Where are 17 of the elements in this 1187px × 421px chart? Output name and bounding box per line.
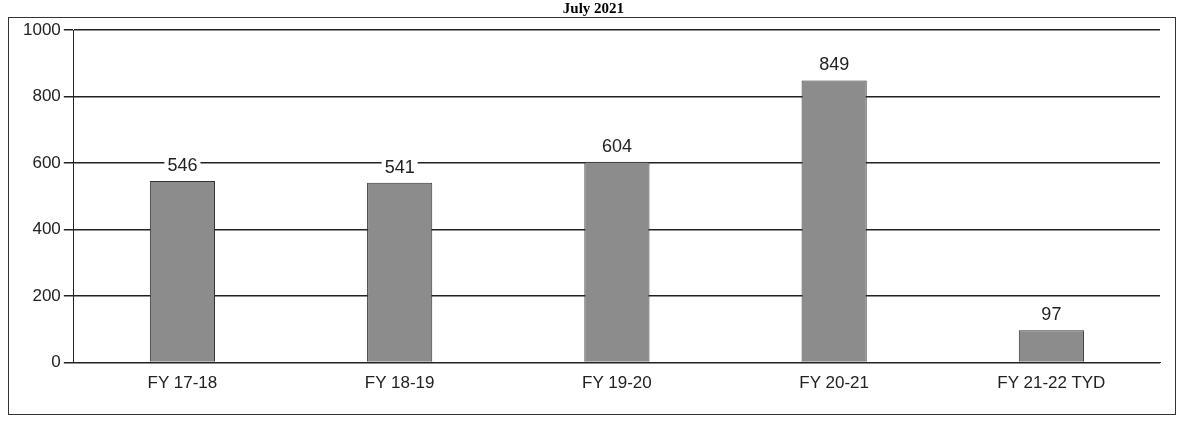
- data-label: 546: [167, 155, 198, 176]
- y-tick-label: 200: [32, 285, 61, 305]
- y-tick-label: 400: [32, 219, 61, 239]
- x-tick-label: FY 21-22 TYD: [997, 373, 1106, 393]
- data-label: 541: [384, 156, 415, 177]
- y-tick-label: 800: [32, 86, 61, 106]
- x-tick-label: FY 17-18: [147, 373, 218, 393]
- data-label: 849: [819, 54, 850, 75]
- y-tick-label: 1000: [22, 19, 61, 39]
- chart-title: July 2021: [561, 0, 626, 17]
- x-tick-label: FY 20-21: [799, 373, 869, 393]
- x-tick-label: FY 18-19: [364, 373, 435, 393]
- data-label: 97: [1041, 304, 1062, 325]
- data-label: 604: [601, 135, 632, 156]
- x-tick-label: FY 19-20: [582, 373, 652, 393]
- y-tick-label: 0: [51, 352, 61, 372]
- y-tick-label: 600: [32, 152, 61, 172]
